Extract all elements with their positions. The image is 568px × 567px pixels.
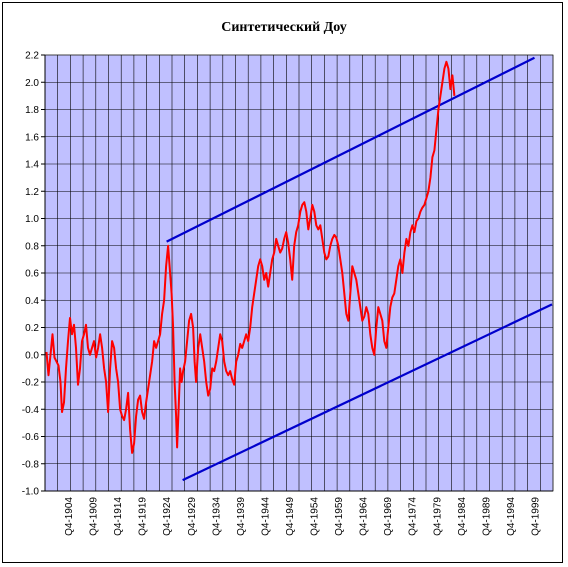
y-axis-ticks: -1.0 -0.8 -0.6 -0.4 -0.2 0.0 0.2 0.4 0.6 0.8 1.0 1.… (22, 51, 45, 498)
trend-lines (166, 56, 553, 482)
x-tick-label: Q4-1919 (138, 497, 149, 536)
y-tick-label: 0.6 (25, 269, 39, 280)
x-tick-label: Q4-1999 (530, 497, 541, 536)
y-tick-label: 0.0 (25, 350, 39, 361)
x-tick-label: Q4-1904 (64, 497, 75, 536)
trend-line (166, 56, 535, 243)
x-tick-label: Q4-1964 (359, 497, 370, 536)
y-tick-label: 1.2 (25, 187, 39, 198)
x-tick-label: Q4-1944 (260, 497, 271, 536)
y-tick-label: 2.0 (25, 78, 39, 89)
x-tick-label: Q4-1909 (89, 497, 100, 536)
chart-title: Синтетический Доу (221, 20, 347, 35)
series-lines (45, 60, 456, 454)
y-tick-label: -1.0 (22, 487, 40, 498)
x-tick-label: Q4-1939 (236, 497, 247, 536)
x-tick-label: Q4-1984 (457, 497, 468, 536)
y-tick-label: 1.8 (25, 105, 39, 116)
y-tick-label: -0.8 (22, 459, 40, 470)
x-tick-label: Q4-1959 (334, 497, 345, 536)
y-tick-label: 1.0 (25, 214, 39, 225)
x-tick-label: Q4-1934 (211, 497, 222, 536)
y-tick-label: 2.2 (25, 51, 39, 62)
y-tick-label: 1.4 (25, 160, 39, 171)
y-tick-label: -0.4 (22, 405, 40, 416)
x-tick-label: Q4-1989 (481, 497, 492, 536)
x-tick-label: Q4-1979 (432, 497, 443, 536)
y-tick-label: -0.2 (22, 378, 40, 389)
x-axis-ticks: Q4-1904 Q4-1909 Q4-1914 Q4-1919 Q4-1924 Q4-19… (64, 497, 541, 536)
x-tick-label: Q4-1974 (408, 497, 419, 536)
x-tick-label: Q4-1954 (310, 497, 321, 536)
y-tick-label: 1.6 (25, 132, 39, 143)
x-tick-label: Q4-1929 (187, 497, 198, 536)
x-tick-label: Q4-1969 (383, 497, 394, 536)
y-tick-label: -0.6 (22, 432, 40, 443)
series-line (45, 60, 456, 454)
x-tick-label: Q4-1914 (113, 497, 124, 536)
y-tick-label: 0.8 (25, 241, 39, 252)
trend-line (182, 303, 553, 482)
y-tick-label: 0.2 (25, 323, 39, 334)
y-tick-label: 0.4 (25, 296, 39, 307)
x-tick-label: Q4-1924 (162, 497, 173, 536)
x-tick-label: Q4-1994 (506, 497, 517, 536)
x-tick-label: Q4-1949 (285, 497, 296, 536)
